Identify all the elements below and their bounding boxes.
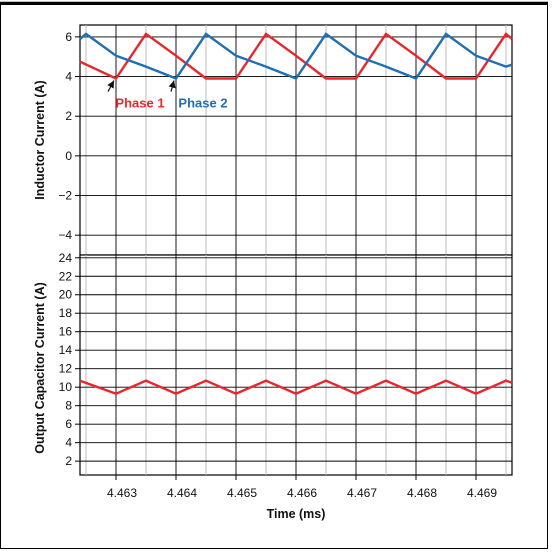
y-tick-label: 4 bbox=[65, 70, 72, 84]
y-tick-label: −2 bbox=[58, 189, 72, 203]
series-line-phase-2 bbox=[79, 32, 513, 80]
y-tick-label: 0 bbox=[65, 149, 72, 163]
x-tick-label: 4.464 bbox=[167, 486, 197, 500]
time-x-ticks: 4.463 4.464 4.465 4.466 4.467 4.468 4.469 bbox=[107, 475, 497, 500]
capacitor-current-line bbox=[79, 379, 513, 396]
y-tick-label: 8 bbox=[65, 399, 72, 413]
y-tick-label: 18 bbox=[59, 306, 73, 320]
x-tick-label: 4.468 bbox=[407, 486, 437, 500]
y-tick-label: 12 bbox=[59, 362, 73, 376]
x-tick-label: 4.466 bbox=[287, 486, 317, 500]
annotation-label-phase-1: Phase 1 bbox=[115, 96, 164, 111]
y-tick-label: 6 bbox=[65, 30, 72, 44]
y-tick-label: 2 bbox=[65, 109, 72, 123]
x-tick-label: 4.467 bbox=[347, 486, 377, 500]
y-tick-label: −4 bbox=[58, 228, 72, 242]
y-tick-label: 14 bbox=[59, 343, 73, 357]
capacitor-y-axis-label: Output Capacitor Current (A) bbox=[33, 282, 47, 454]
x-tick-label: 4.465 bbox=[227, 486, 257, 500]
phase-annotations: Phase 1 Phase 2 bbox=[107, 80, 228, 111]
annotation-arrow bbox=[107, 80, 115, 92]
x-tick-label: 4.469 bbox=[467, 486, 497, 500]
y-tick-label: 16 bbox=[59, 325, 73, 339]
y-tick-label: 6 bbox=[65, 417, 72, 431]
time-x-axis-label: Time (ms) bbox=[267, 507, 326, 521]
y-tick-label: 20 bbox=[59, 288, 73, 302]
series-line-phase-1 bbox=[79, 32, 513, 81]
x-tick-label: 4.463 bbox=[107, 486, 137, 500]
y-tick-label: 24 bbox=[59, 251, 73, 265]
capacitor-series bbox=[79, 379, 513, 396]
inductor-y-ticks: −4 −2 0 2 4 6 bbox=[58, 30, 80, 242]
inductor-series bbox=[79, 32, 513, 81]
annotation-arrow bbox=[168, 80, 176, 92]
annotation-label-phase-2: Phase 2 bbox=[178, 96, 227, 111]
y-tick-label: 2 bbox=[65, 454, 72, 468]
y-tick-label: 4 bbox=[65, 436, 72, 450]
inductor-y-axis-label: Inductor Current (A) bbox=[33, 80, 47, 199]
y-tick-label: 10 bbox=[59, 380, 73, 394]
capacitor-grid bbox=[80, 255, 512, 475]
inductor-grid bbox=[80, 25, 512, 255]
y-tick-label: 22 bbox=[59, 269, 73, 283]
inductor-current-panel: −4 −2 0 2 4 6 Phase 1 Phase 2 Inductor Current… bbox=[33, 24, 513, 256]
